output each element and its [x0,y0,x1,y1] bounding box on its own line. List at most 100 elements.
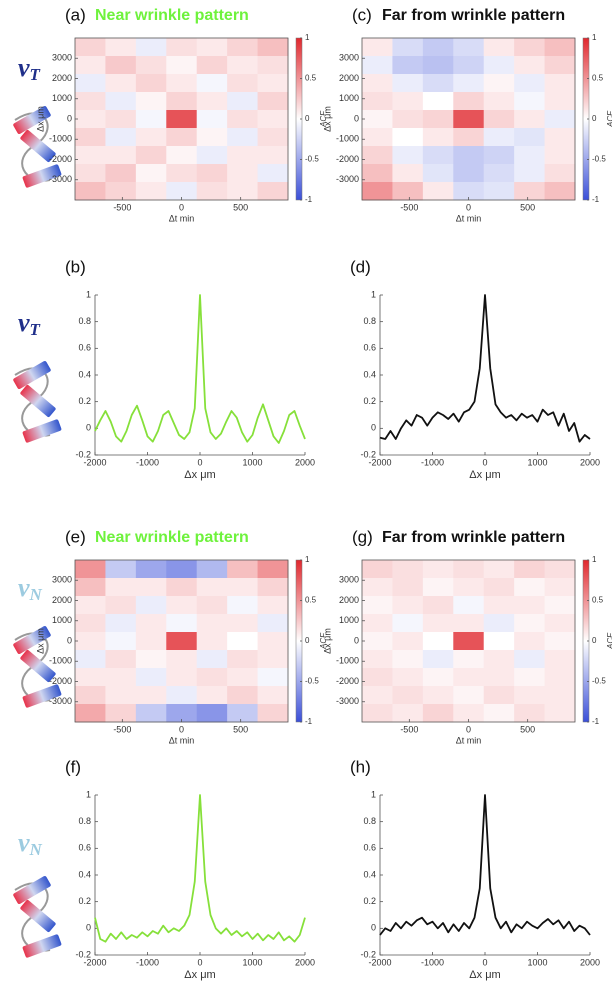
heatmap-cell [544,110,576,129]
heatmap-cell [514,164,546,183]
y-tick-label: -0.2 [75,949,91,959]
heatmap-cell [362,686,393,705]
heatmap-cell [166,578,198,597]
colorbar-tick-label: 0.5 [592,596,604,605]
heatmap-cell [166,38,198,57]
heatmap-cell [422,704,454,723]
side-label-symbol: v [18,828,30,857]
x-tick-label: -1000 [421,457,444,467]
heatmap-cell [544,92,576,111]
heatmap-cell [135,92,167,111]
heatmap-cell [75,560,106,579]
heatmap-cell [483,74,515,93]
heatmap-cell [544,686,576,705]
heatmap-cell [166,182,198,201]
heatmap-cell [544,56,576,75]
colorbar-label: ACF [319,110,328,128]
heatmap-cell [227,38,259,57]
heatmap-cell [105,164,137,183]
y-tick-label: -2000 [49,154,72,164]
colorbar-tick-label: 0 [592,114,597,123]
heatmap-cell [483,668,515,687]
x-axis-label: Δx μm [469,969,500,981]
heatmap-cell [392,668,424,687]
y-tick-label: 2000 [52,73,72,83]
heatmap-cell [362,182,393,201]
y-tick-label: 1 [371,289,376,299]
y-tick-label: 0.6 [78,343,91,353]
x-tick-label: -2000 [368,957,391,967]
heatmap-cell [483,38,515,57]
heatmap-cell [257,56,289,75]
side-label-symbol: v [18,573,30,602]
heatmap-cell [362,56,393,75]
heatmap-cell [257,632,289,651]
heatmap-cell [105,56,137,75]
heatmap-cell [105,596,137,615]
heatmap-cell [196,632,228,651]
heatmap-cell [392,614,424,633]
heatmap-cell [75,668,106,687]
x-tick-label: 0 [197,957,202,967]
heatmap-cell [544,704,576,723]
heatmap-cell [422,92,454,111]
y-tick-label: 0.6 [78,843,91,853]
heatmap-cell [392,38,424,57]
heatmap-cell [362,704,393,723]
heatmap-cell [453,686,485,705]
y-tick-label: -1000 [336,134,359,144]
heatmap-cell [422,74,454,93]
heatmap-cell [422,56,454,75]
molecule-icon [11,874,63,960]
x-tick-label: -1000 [136,957,159,967]
heatmap-panel: -500 0 500 -3000 -2000 -1000 0 1000 2000 3000 Δt m… [35,33,328,223]
y-tick-label: 0.4 [363,869,376,879]
heatmap-cell [483,596,515,615]
heatmap-cell [483,704,515,723]
heatmap-cell [227,560,259,579]
heatmap-cell [362,92,393,111]
y-tick-label: -3000 [49,696,72,706]
side-label: vT [18,308,41,339]
heatmap-cell [257,614,289,633]
panel-label: (h) [350,757,371,776]
colorbar-tick-label: 0 [592,636,597,645]
y-tick-label: 0.2 [363,396,376,406]
heatmap-cell [196,128,228,147]
panel-label: (a) [65,5,86,24]
heatmap-cell [362,668,393,687]
heatmap-cell [75,578,106,597]
heatmap-cell [422,560,454,579]
x-axis-label: Δt min [169,213,195,223]
y-tick-label: -2000 [336,676,359,686]
heatmap-cell [166,614,198,633]
heatmap-cell [227,146,259,165]
heatmap-cell [166,668,198,687]
heatmap-cell [257,110,289,129]
heatmap-cell [422,596,454,615]
y-tick-label: 1000 [339,93,359,103]
colorbar-tick-label: -0.5 [592,677,606,686]
y-tick-label: -1000 [49,656,72,666]
y-tick-label: 0 [86,923,91,933]
heatmap-cell [544,146,576,165]
colorbar-tick-label: 0.5 [305,74,317,83]
heatmap-cell [483,128,515,147]
y-tick-label: 0 [67,635,72,645]
y-tick-label: 0.6 [363,343,376,353]
panel-label: (b) [65,257,86,276]
x-tick-label: 1000 [527,457,547,467]
x-tick-label: 500 [233,202,248,212]
heatmap-cell [544,38,576,57]
panel-label: (d) [350,257,371,276]
heatmap-cell [392,596,424,615]
heatmap-cell [75,596,106,615]
x-tick-label: -500 [400,202,418,212]
heatmap-cell [453,182,485,201]
heatmap-cell [422,110,454,129]
y-tick-label: 0.2 [78,396,91,406]
x-tick-label: 500 [233,724,248,734]
data-line [94,794,306,943]
colorbar-tick-label: 1 [592,555,597,564]
heatmap-cell [483,614,515,633]
